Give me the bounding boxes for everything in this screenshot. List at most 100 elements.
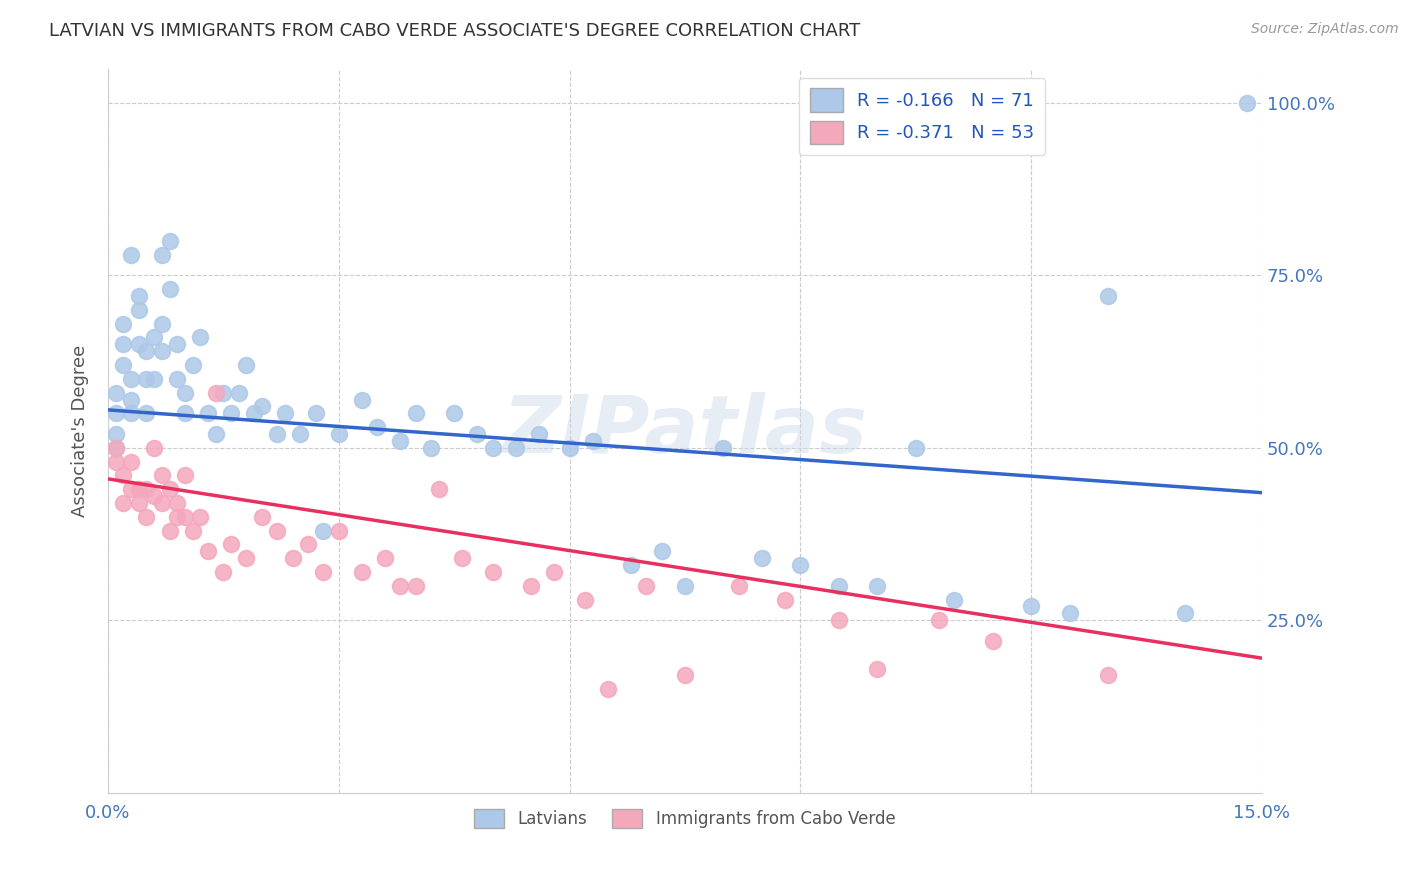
Point — [204, 427, 226, 442]
Point — [204, 385, 226, 400]
Point — [120, 406, 142, 420]
Point — [350, 565, 373, 579]
Point — [120, 482, 142, 496]
Text: LATVIAN VS IMMIGRANTS FROM CABO VERDE ASSOCIATE'S DEGREE CORRELATION CHART: LATVIAN VS IMMIGRANTS FROM CABO VERDE AS… — [49, 22, 860, 40]
Point — [828, 579, 851, 593]
Point — [481, 565, 503, 579]
Point — [188, 330, 211, 344]
Point — [389, 579, 412, 593]
Point — [135, 344, 157, 359]
Point — [143, 330, 166, 344]
Point — [266, 524, 288, 538]
Point — [389, 434, 412, 448]
Point — [159, 282, 181, 296]
Point — [465, 427, 488, 442]
Point — [135, 406, 157, 420]
Point — [374, 551, 396, 566]
Point — [135, 372, 157, 386]
Point — [235, 551, 257, 566]
Point — [135, 509, 157, 524]
Point — [128, 482, 150, 496]
Point — [651, 544, 673, 558]
Point — [527, 427, 550, 442]
Point — [188, 509, 211, 524]
Point — [166, 372, 188, 386]
Point — [443, 406, 465, 420]
Point — [727, 579, 749, 593]
Point — [1236, 95, 1258, 110]
Point — [128, 289, 150, 303]
Point — [281, 551, 304, 566]
Point — [928, 613, 950, 627]
Point — [120, 455, 142, 469]
Point — [312, 565, 335, 579]
Point — [789, 558, 811, 572]
Point — [266, 427, 288, 442]
Point — [128, 302, 150, 317]
Point — [212, 385, 235, 400]
Point — [558, 441, 581, 455]
Y-axis label: Associate's Degree: Associate's Degree — [72, 344, 89, 516]
Point — [112, 468, 135, 483]
Point — [751, 551, 773, 566]
Point — [673, 579, 696, 593]
Point — [543, 565, 565, 579]
Point — [297, 537, 319, 551]
Point — [574, 592, 596, 607]
Point — [328, 427, 350, 442]
Point — [166, 496, 188, 510]
Point — [174, 385, 197, 400]
Point — [235, 358, 257, 372]
Point — [366, 420, 388, 434]
Point — [120, 372, 142, 386]
Point — [866, 661, 889, 675]
Point — [112, 496, 135, 510]
Point — [250, 509, 273, 524]
Point — [150, 468, 173, 483]
Point — [904, 441, 927, 455]
Point — [112, 358, 135, 372]
Point — [1174, 607, 1197, 621]
Point — [143, 372, 166, 386]
Point — [981, 634, 1004, 648]
Point — [104, 406, 127, 420]
Point — [112, 337, 135, 351]
Point — [866, 579, 889, 593]
Point — [505, 441, 527, 455]
Point — [143, 441, 166, 455]
Point — [128, 337, 150, 351]
Point — [250, 400, 273, 414]
Point — [212, 565, 235, 579]
Point — [181, 358, 204, 372]
Point — [197, 544, 219, 558]
Point — [405, 579, 427, 593]
Point — [135, 482, 157, 496]
Point — [943, 592, 966, 607]
Point — [673, 668, 696, 682]
Point — [1097, 289, 1119, 303]
Point — [104, 385, 127, 400]
Point — [828, 613, 851, 627]
Point — [150, 344, 173, 359]
Point — [181, 524, 204, 538]
Point — [228, 385, 250, 400]
Point — [1097, 668, 1119, 682]
Point — [174, 509, 197, 524]
Point — [713, 441, 735, 455]
Point — [159, 234, 181, 248]
Point — [112, 317, 135, 331]
Point — [596, 682, 619, 697]
Text: Source: ZipAtlas.com: Source: ZipAtlas.com — [1251, 22, 1399, 37]
Point — [420, 441, 443, 455]
Point — [166, 337, 188, 351]
Point — [243, 406, 266, 420]
Point — [773, 592, 796, 607]
Point — [104, 455, 127, 469]
Point — [104, 441, 127, 455]
Point — [174, 406, 197, 420]
Point — [620, 558, 643, 572]
Point — [481, 441, 503, 455]
Point — [1019, 599, 1042, 614]
Point — [350, 392, 373, 407]
Point — [219, 537, 242, 551]
